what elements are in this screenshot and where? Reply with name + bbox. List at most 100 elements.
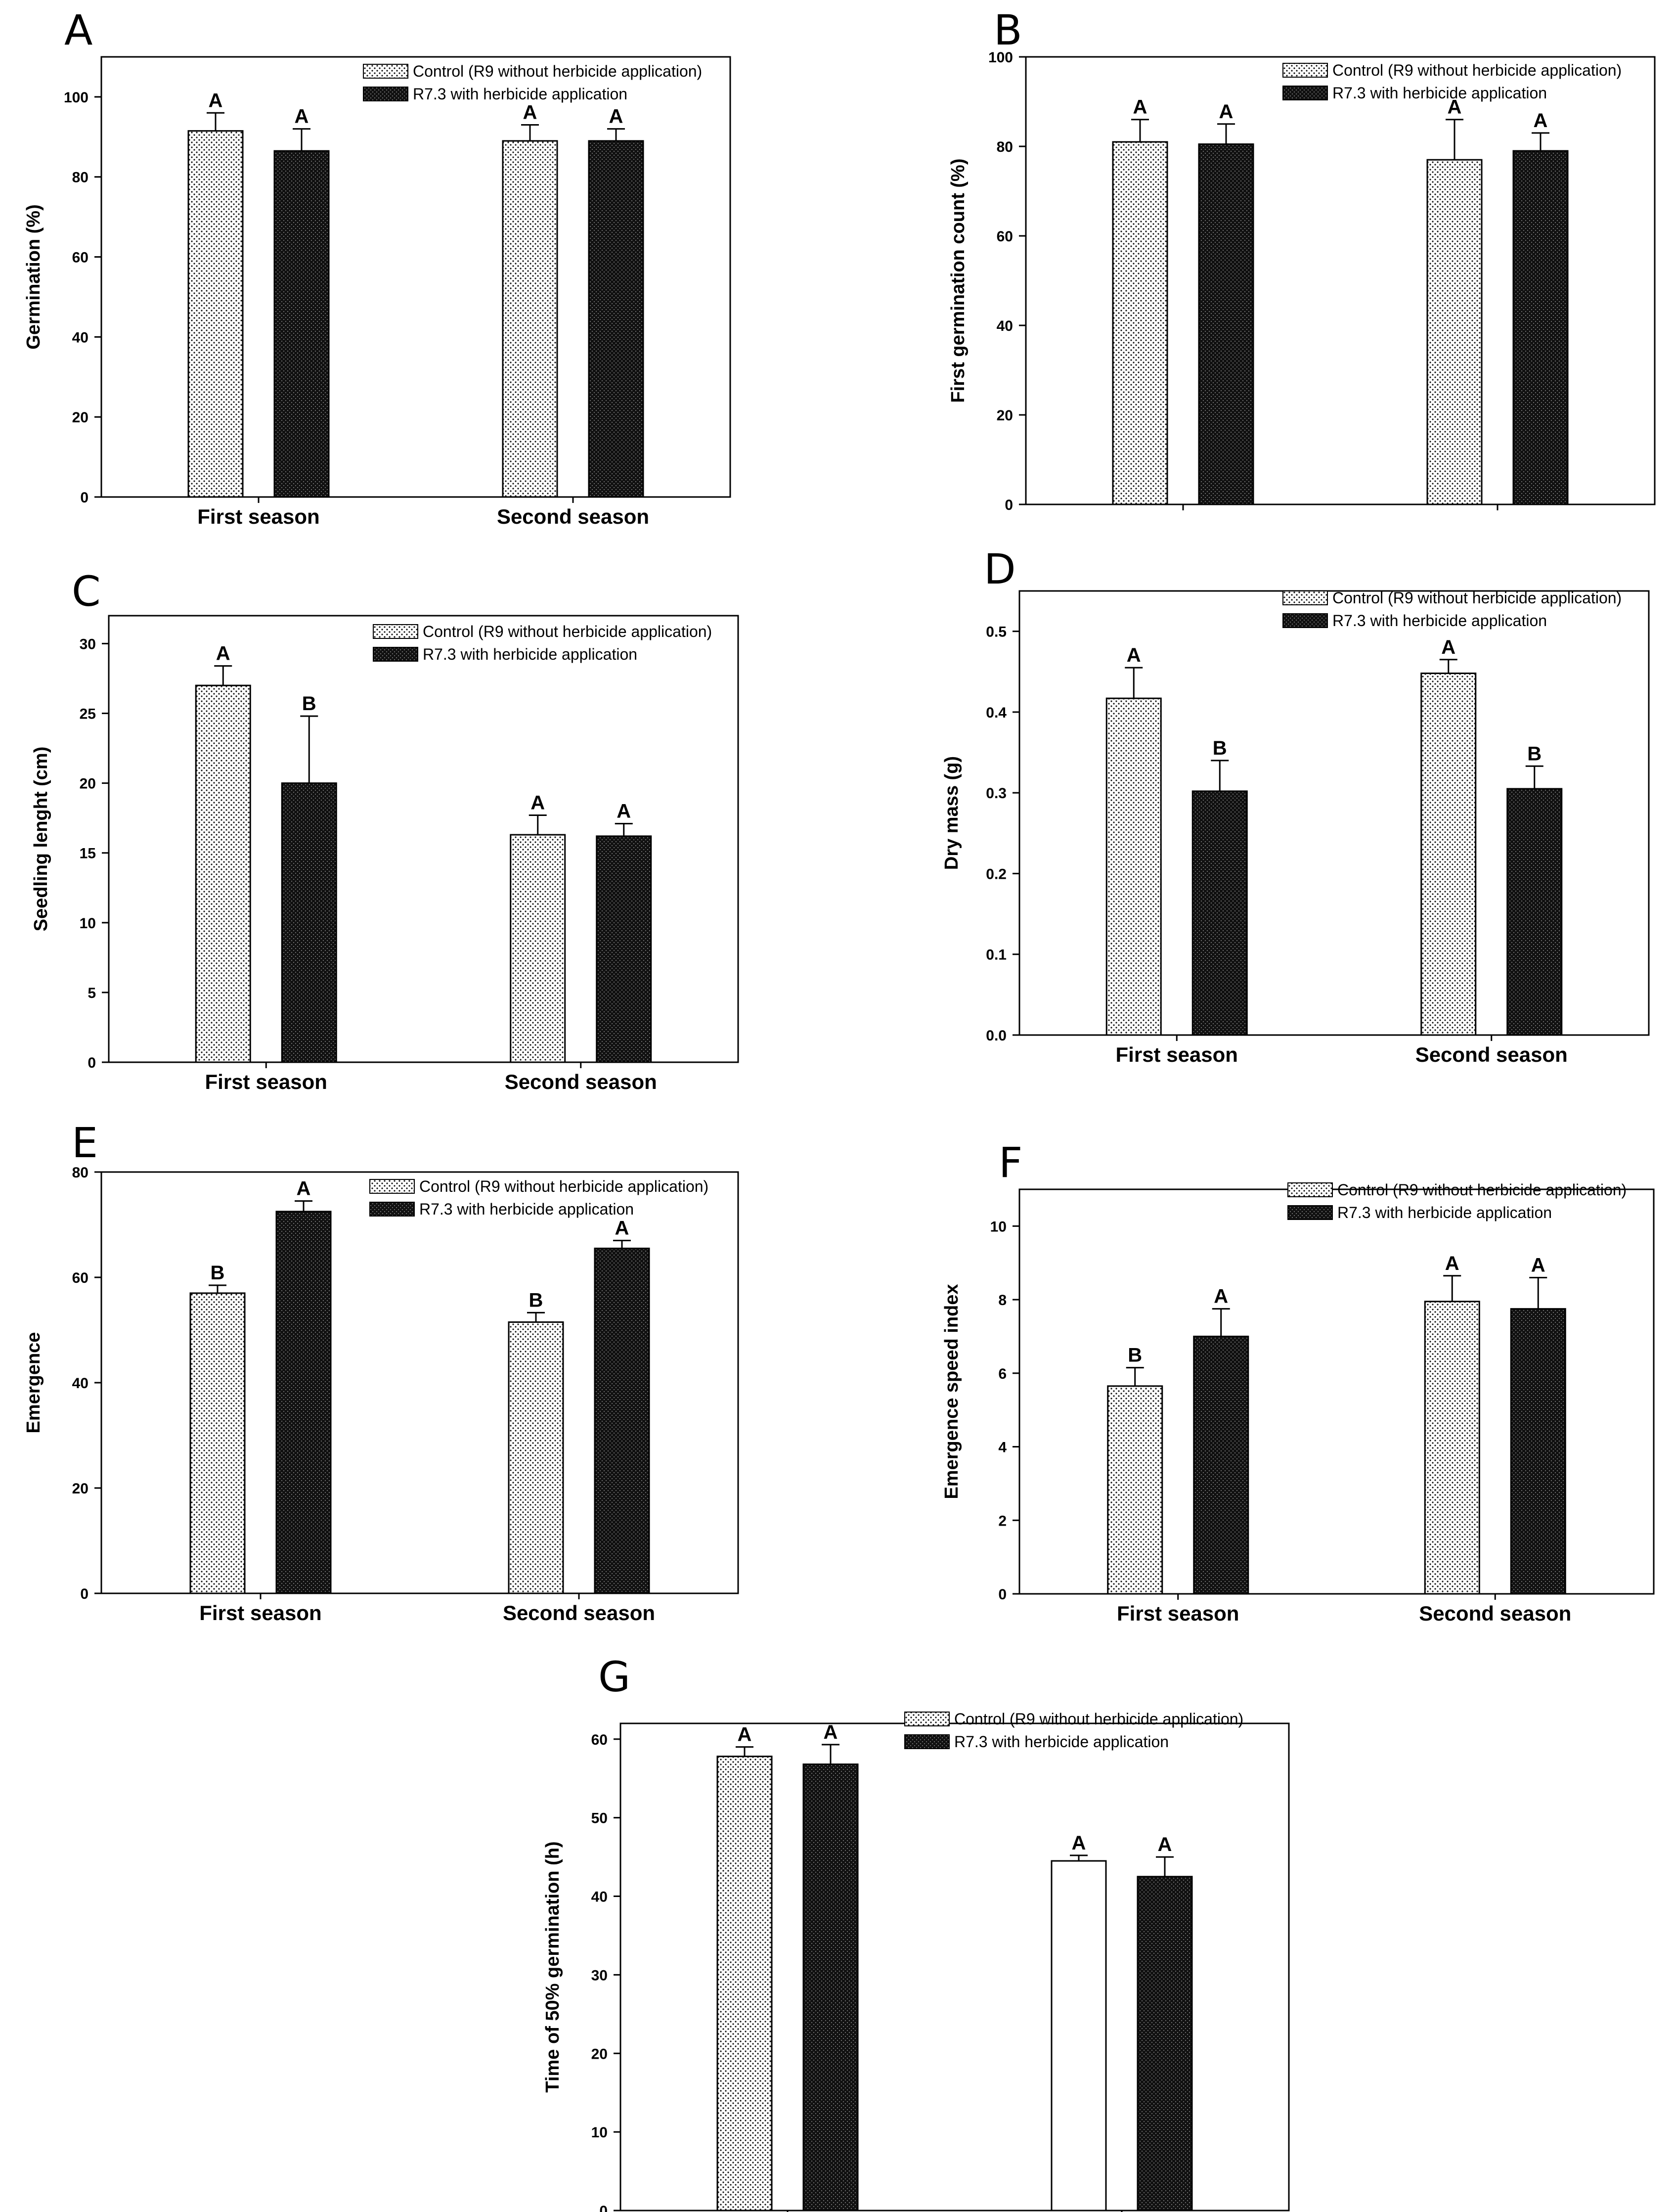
panel-e: E 0 20 40 60 80 Emergence First season B A Second …: [23, 1119, 739, 1625]
y-tick-label: 100: [988, 49, 1013, 66]
plot-frame-d: [1018, 590, 1650, 1036]
y-tick-label: 80: [997, 139, 1013, 155]
legend-label-1: Control (R9 without herbicide applicatio…: [1337, 1181, 1627, 1199]
significance-label: B: [1213, 737, 1227, 759]
legend-label-1: Control (R9 without herbicide applicatio…: [1332, 589, 1622, 607]
legend-label-1: Control (R9 without herbicide applicatio…: [1332, 61, 1622, 79]
legend-swatch-1: [363, 64, 408, 79]
significance-label: B: [529, 1289, 543, 1311]
y-tick-label: 0: [1005, 497, 1013, 513]
plot-frame-c: [108, 615, 739, 1063]
panel-letter-d: D: [984, 545, 1016, 593]
y-tick-label: 5: [88, 985, 96, 1001]
x-category-label: First season: [1116, 1043, 1238, 1066]
legend-label-2: R7.3 with herbicide application: [954, 1733, 1169, 1751]
significance-label: B: [302, 693, 316, 715]
bar-e-s2-1: [275, 1211, 332, 1594]
plot-frame-b: [1025, 56, 1656, 505]
significance-label: A: [216, 643, 230, 665]
bar-d-s1-1: [1105, 697, 1162, 1036]
y-axis-label-d: Dry mass (g): [941, 756, 962, 870]
significance-label: A: [1133, 96, 1147, 118]
y-tick-label: 50: [591, 1810, 608, 1827]
plot-frame-g: [619, 1722, 1290, 2212]
bar-d-s2-2: [1506, 788, 1563, 1036]
y-axis-label-g: Time of 50% germination (h): [542, 1841, 563, 2092]
panel-d: D 0.0 0.1 0.2 0.3 0.4 0.5 Dry mass (g) First sea…: [941, 545, 1650, 1066]
legend-swatch-2: [363, 87, 408, 101]
legend-label-2: R7.3 with herbicide application: [423, 645, 637, 663]
legend-label-2: R7.3 with herbicide application: [1337, 1204, 1552, 1221]
x-category-label: Second season: [503, 1601, 655, 1625]
significance-label: A: [738, 1724, 752, 1746]
significance-label: A: [609, 106, 623, 128]
significance-label: A: [1445, 1253, 1459, 1274]
y-tick-label: 10: [80, 915, 96, 932]
panel-letter-a: A: [64, 6, 92, 54]
bar-a-s1-1: [187, 130, 244, 498]
y-tick-label: 60: [72, 1270, 88, 1286]
y-tick-label: 60: [591, 1732, 608, 1748]
panel-g: G 0 10 20 30 40 50 60 Time of 50% germination (h…: [542, 1653, 1290, 2212]
y-tick-label: 10: [591, 2124, 608, 2141]
bar-e-s2-2: [594, 1247, 650, 1594]
x-category-label: Second season: [1415, 1043, 1568, 1066]
bar-b-s1-2: [1426, 159, 1483, 505]
significance-label: A: [1158, 1834, 1172, 1855]
legend-swatch-1: [369, 1179, 415, 1194]
y-tick-label: 0.4: [986, 705, 1007, 721]
legend-swatch-2: [904, 1734, 950, 1749]
legend-label-2: R7.3 with herbicide application: [413, 85, 627, 103]
bar-g-s1-2: [1051, 1860, 1107, 2212]
y-tick-label: 60: [997, 228, 1013, 245]
legend-swatch-1: [1287, 1182, 1333, 1197]
y-tick-label: 0.0: [986, 1028, 1007, 1044]
bar-g-s2-1: [802, 1763, 859, 2212]
significance-label: A: [530, 792, 545, 814]
legend-label-1: Control (R9 without herbicide applicatio…: [413, 62, 702, 80]
y-tick-label: 0: [88, 1055, 96, 1071]
significance-label: A: [1531, 1254, 1545, 1276]
legend-label-2: R7.3 with herbicide application: [1332, 612, 1547, 630]
bar-b-s2-2: [1512, 150, 1569, 505]
legend-swatch-2: [369, 1202, 415, 1217]
bar-a-s2-1: [273, 150, 330, 498]
panel-c: C 0 5 10 15 20 25 30 Seedling lenght (cm) First s…: [31, 567, 739, 1093]
bar-f-s1-2: [1424, 1301, 1480, 1595]
legend-swatch-2: [1282, 613, 1328, 628]
legend-label-2: R7.3 with herbicide application: [419, 1200, 634, 1218]
panel-letter-b: B: [994, 6, 1022, 54]
y-tick-label: 20: [591, 2046, 608, 2062]
significance-label: B: [1527, 743, 1542, 765]
x-category-label: Second season: [497, 505, 649, 528]
legend-swatch-1: [904, 1712, 950, 1726]
legend-swatch-1: [1282, 590, 1328, 605]
y-tick-label: 80: [72, 170, 88, 186]
significance-label: A: [297, 1178, 311, 1200]
y-tick-label: 0.5: [986, 624, 1007, 640]
x-category-label: First season: [1117, 1602, 1239, 1625]
legend-swatch-1: [373, 624, 418, 639]
bar-d-s1-2: [1420, 673, 1477, 1036]
y-tick-label: 0.2: [986, 866, 1007, 882]
significance-label: A: [1219, 101, 1234, 123]
y-axis-label-a: Germination (%): [23, 204, 44, 349]
significance-label: A: [1127, 644, 1141, 666]
significance-label: A: [617, 800, 631, 822]
bar-f-s2-1: [1193, 1335, 1249, 1595]
significance-label: B: [211, 1262, 225, 1284]
y-tick-label: 20: [72, 1481, 88, 1497]
y-tick-label: 40: [591, 1889, 608, 1905]
y-tick-label: 20: [72, 409, 88, 426]
y-tick-label: 25: [80, 706, 96, 722]
plot-frame-a: [100, 56, 731, 498]
significance-label: B: [1128, 1345, 1142, 1366]
bar-e-s1-2: [508, 1321, 564, 1594]
panel-b: B 0 20 40 60 80 100 First germination count (%)…: [948, 6, 1656, 513]
y-tick-label: 4: [998, 1440, 1007, 1456]
y-tick-label: 6: [998, 1366, 1007, 1382]
x-category-label: Second season: [1419, 1602, 1571, 1625]
x-category-label: First season: [197, 505, 319, 528]
bar-f-s1-1: [1107, 1385, 1163, 1595]
plot-frame-f: [1018, 1188, 1655, 1595]
